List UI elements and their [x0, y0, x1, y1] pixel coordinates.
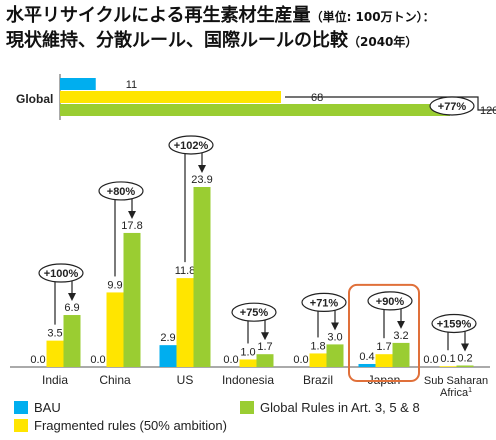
annotation-oval: [38, 263, 84, 283]
bar-fragmented: [176, 278, 194, 367]
value-label-global: 0.2: [457, 352, 472, 364]
title-line-1: 水平リサイクルによる再生素材生産量（単位: 100万トン）：: [6, 4, 490, 29]
global-value-label-global: 120: [480, 105, 496, 117]
legend-label: BAU: [34, 400, 61, 415]
annotation-oval: [301, 292, 347, 313]
value-label-bau: 2.9: [160, 332, 175, 344]
annotation-label: +71%: [310, 297, 339, 309]
bar-global: [456, 365, 474, 367]
annotation-label: +80%: [107, 186, 136, 198]
annotation-label: +100%: [44, 268, 79, 280]
bar-fragmented: [375, 354, 393, 367]
global-comparison-bracket: [285, 96, 496, 111]
chart-title: 水平リサイクルによる再生素材生産量（単位: 100万トン）： 現状維持、分散ルー…: [6, 4, 490, 54]
country-bar-chart: 0.0 3.5 6.9 India +100% 0.0 9.9 17.8 China +80% 2.…: [10, 135, 490, 399]
annotation-oval: [431, 313, 477, 334]
global-value-label-fragmented: 68: [311, 92, 323, 104]
value-label-bau: 0.0: [293, 354, 308, 366]
global-bar-global: [60, 104, 450, 116]
legend-item-fragmented: Fragmented rules (50% ambition): [14, 418, 227, 433]
value-label-fragmented: 3.5: [47, 328, 62, 340]
annotation-label: +90%: [376, 296, 405, 308]
value-label-global: 6.9: [64, 302, 79, 314]
value-label-global: 3.2: [393, 330, 408, 342]
bar-fragmented: [439, 366, 457, 367]
value-label-fragmented: 11.8: [175, 265, 196, 277]
category-label: India: [42, 373, 68, 387]
global-bar-chart: Global 11 68 120 +77%: [16, 74, 496, 120]
category-label: US: [177, 373, 194, 387]
bar-bau: [358, 363, 376, 367]
annotation-oval: [367, 291, 413, 311]
category-label: Sub Saharan Africa1: [424, 375, 488, 399]
bar-fragmented: [106, 292, 124, 367]
global-category-label: Global: [16, 92, 53, 106]
value-label-fragmented: 9.9: [107, 279, 122, 291]
global-bar-fragmented: [60, 91, 281, 103]
bar-global: [256, 354, 274, 367]
value-label-bau: 0.0: [223, 354, 238, 366]
category-label: Brazil: [303, 373, 333, 387]
value-label-bau: 0.4: [359, 351, 374, 363]
global-value-label-bau: 11: [126, 79, 137, 91]
bar-global: [63, 315, 81, 367]
legend-item-global: Global Rules in Art. 3, 5 & 8: [240, 400, 420, 415]
annotation-oval: [231, 302, 277, 322]
value-label-fragmented: 1.7: [376, 341, 391, 353]
value-label-bau: 0.0: [423, 354, 438, 366]
value-label-global: 3.0: [327, 331, 342, 343]
annotation-label: +102%: [174, 140, 209, 152]
bar-bau: [159, 345, 177, 367]
title-unit: （単位: 100万トン）：: [310, 10, 435, 24]
value-label-fragmented: 1.0: [240, 346, 255, 358]
value-label-bau: 0.0: [90, 354, 105, 366]
value-label-fragmented: 0.1: [440, 353, 455, 365]
category-label: China: [99, 373, 131, 387]
legend-swatch: [14, 419, 28, 432]
bar-global: [193, 187, 211, 367]
bar-fragmented: [309, 353, 327, 367]
global-annotation-label: +77%: [438, 101, 467, 113]
annotation-oval: [168, 135, 214, 155]
bar-fragmented: [239, 359, 257, 367]
title-year: （2040年）: [348, 35, 418, 49]
annotation-label: +159%: [437, 318, 472, 330]
annotation-oval: [98, 181, 144, 201]
global-bar-bau: [60, 78, 96, 90]
legend-swatch: [240, 401, 254, 414]
value-label-bau: 0.0: [30, 354, 45, 366]
bar-global: [123, 232, 141, 367]
bar-global: [392, 342, 410, 367]
value-label-global: 23.9: [191, 174, 212, 186]
title-main: 水平リサイクルによる再生素材生産量: [6, 5, 311, 26]
legend-item-bau: BAU: [14, 400, 61, 415]
legend-swatch: [14, 401, 28, 414]
bar-global: [326, 344, 344, 367]
bar-fragmented: [46, 340, 64, 367]
value-label-fragmented: 1.8: [310, 340, 325, 352]
category-label: Indonesia: [222, 373, 274, 387]
legend-label: Fragmented rules (50% ambition): [34, 418, 227, 433]
value-label-global: 1.7: [257, 341, 272, 353]
value-label-global: 17.8: [121, 220, 142, 232]
title-line-2: 現状維持、分散ルール、国際ルールの比較（2040年）: [6, 29, 490, 54]
title-comparison: 現状維持、分散ルール、国際ルールの比較: [6, 30, 348, 51]
legend-label: Global Rules in Art. 3, 5 & 8: [260, 400, 420, 415]
annotation-label: +75%: [240, 307, 269, 319]
global-annotation-oval: [429, 96, 475, 116]
highlight-box: [348, 283, 420, 382]
